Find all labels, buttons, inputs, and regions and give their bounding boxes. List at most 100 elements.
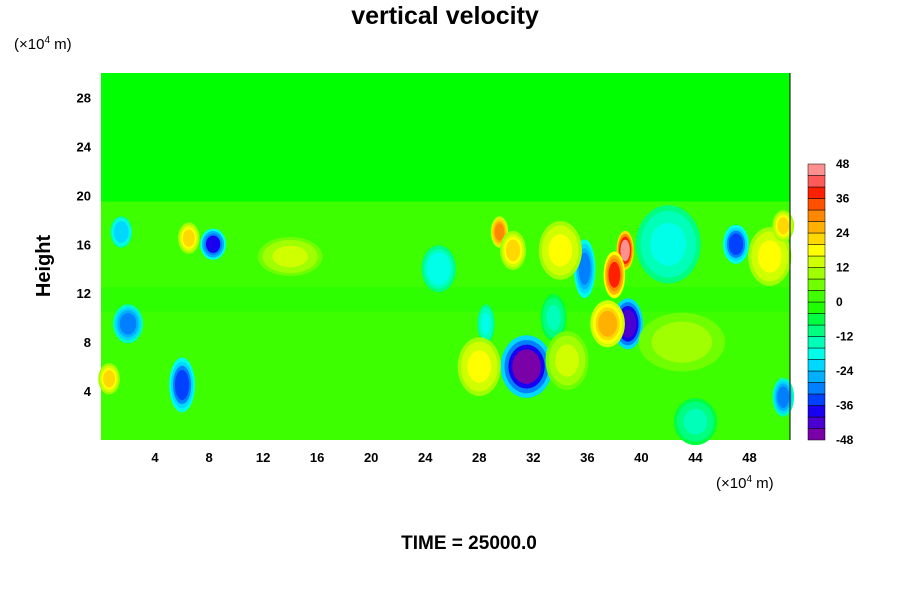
feature-contour: [205, 235, 221, 253]
colorbar-tick-label: -24: [836, 364, 854, 378]
feature-contour: [598, 310, 618, 337]
velocity-feature: [500, 230, 527, 270]
colorbar-bin: [807, 336, 826, 349]
feature-contour: [119, 313, 137, 335]
velocity-feature: [545, 331, 589, 390]
y-tick-label: 12: [77, 286, 91, 301]
colorbar-tick-label: 36: [836, 192, 850, 206]
velocity-feature: [573, 239, 596, 299]
feature-contour: [777, 386, 790, 408]
colorbar-bin: [807, 393, 826, 406]
velocity-feature: [169, 357, 196, 413]
velocity-feature: [772, 377, 795, 417]
colorbar-bin: [807, 359, 826, 372]
colorbar-bin: [807, 163, 826, 176]
velocity-feature: [603, 251, 626, 299]
colorbar-tick-label: -36: [836, 399, 854, 413]
x-tick-label: 12: [256, 450, 270, 465]
colorbar-tick-labels: 48 36 24 12 0 -12 -24 -36 -48: [836, 157, 854, 447]
heatmap-plot-area: [98, 73, 795, 446]
velocity-feature: [500, 335, 553, 398]
feature-contour: [757, 240, 782, 273]
y-tick-label: 24: [77, 139, 92, 154]
y-tick-label: 4: [84, 384, 92, 399]
feature-contour: [429, 255, 449, 282]
colorbar-tick-label: 48: [836, 157, 850, 171]
y-axis-label: Height: [33, 235, 55, 298]
colorbar-tick-label: 12: [836, 261, 850, 275]
x-tick-label: 40: [634, 450, 648, 465]
feature-contour: [512, 349, 541, 384]
colorbar-bin: [807, 324, 826, 337]
feature-contour: [650, 222, 687, 266]
feature-contour: [620, 239, 630, 262]
colorbar-bin: [807, 209, 826, 222]
velocity-feature: [421, 245, 457, 293]
y-unit-suffix: m): [50, 36, 72, 53]
x-tick-label: 20: [364, 450, 378, 465]
colorbar-bin: [807, 405, 826, 418]
velocity-feature: [722, 224, 749, 264]
colorbar-bin: [807, 175, 826, 188]
y-tick-label: 8: [84, 335, 91, 350]
colorbar-tick-label: 0: [836, 295, 843, 309]
x-tick-label: 28: [472, 450, 486, 465]
feature-contour: [505, 239, 521, 262]
velocity-feature: [590, 300, 625, 348]
velocity-feature: [477, 304, 495, 344]
velocity-feature: [616, 230, 634, 270]
velocity-feature: [772, 210, 795, 242]
y-unit-prefix: (×10: [14, 36, 44, 53]
feature-contour: [683, 408, 708, 435]
x-tick-label: 16: [310, 450, 324, 465]
chart-title: vertical velocity: [351, 2, 539, 30]
colorbar-bin: [807, 221, 826, 234]
x-unit-prefix: (×10: [716, 475, 746, 492]
feature-contour: [546, 304, 561, 331]
feature-contour: [777, 217, 790, 235]
feature-contour: [608, 261, 621, 288]
colorbar-bin: [807, 244, 826, 257]
y-axis-ticks: 4 8 12 16 20 24 28: [77, 90, 92, 399]
colorbar-bin: [807, 347, 826, 360]
velocity-feature: [112, 304, 144, 344]
colorbar-bin: [807, 370, 826, 383]
feature-contour: [494, 223, 505, 241]
velocity-feature: [110, 216, 133, 248]
velocity-feature: [178, 222, 200, 254]
colorbar-tick-label: -48: [836, 433, 854, 447]
feature-contour: [272, 245, 308, 268]
feature-contour: [182, 229, 195, 247]
velocity-features: [98, 205, 795, 446]
colorbar-bin: [807, 301, 826, 314]
feature-contour: [174, 369, 190, 401]
colorbar-bin: [807, 416, 826, 429]
y-unit-exponent: 4: [44, 35, 50, 46]
y-tick-label: 28: [77, 90, 91, 105]
x-tick-label: 4: [151, 450, 159, 465]
velocity-feature: [638, 312, 726, 372]
y-tick-label: 16: [77, 237, 91, 252]
feature-contour: [481, 313, 491, 335]
velocity-feature: [538, 221, 582, 280]
x-tick-label: 8: [205, 450, 212, 465]
time-label: TIME = 25000.0: [401, 533, 537, 554]
feature-contour: [467, 350, 492, 383]
x-unit-suffix: m): [752, 475, 774, 492]
colorbar: [807, 163, 826, 441]
colorbar-bin: [807, 382, 826, 395]
colorbar-bin: [807, 313, 826, 326]
colorbar-tick-label: -12: [836, 330, 854, 344]
colorbar-bin: [807, 255, 826, 268]
velocity-feature: [457, 337, 501, 396]
colorbar-bin: [807, 186, 826, 199]
colorbar-tick-label: 24: [836, 226, 850, 240]
band-gap: [101, 287, 790, 312]
x-axis-ticks: 4 8 12 16 20 24 28 32 36 40 44 48: [151, 450, 756, 465]
colorbar-bin: [807, 267, 826, 280]
feature-contour: [658, 325, 706, 359]
x-tick-label: 48: [742, 450, 756, 465]
colorbar-bin: [807, 198, 826, 211]
colorbar-bin: [807, 278, 826, 291]
